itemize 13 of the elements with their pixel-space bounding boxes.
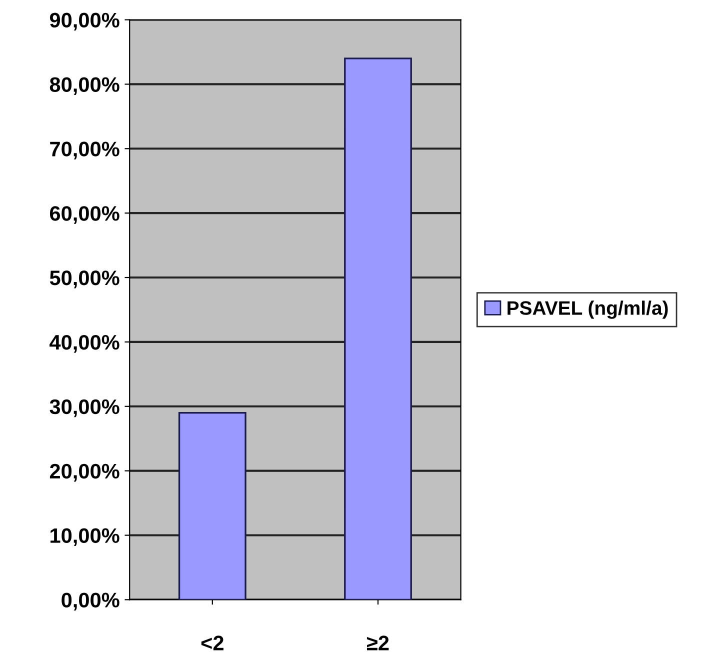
- y-tick-label: 10,00%: [50, 528, 120, 546]
- y-tick-label: 90,00%: [50, 12, 120, 31]
- y-tick-label: 50,00%: [50, 270, 120, 288]
- y-tick-label: 60,00%: [50, 206, 120, 224]
- y-tick-label: 0,00%: [62, 592, 120, 610]
- y-tick-label: 40,00%: [50, 334, 120, 353]
- y-tick-label: 20,00%: [50, 464, 120, 482]
- y-tick-label: 30,00%: [50, 399, 120, 418]
- x-tick-label: ≥2: [366, 636, 389, 650]
- y-tick-label: 80,00%: [50, 77, 120, 95]
- y-tick-label: 70,00%: [50, 142, 120, 160]
- x-tick-label: <2: [201, 636, 224, 650]
- legend-label: PSAVEL (ng/ml/a): [508, 300, 668, 319]
